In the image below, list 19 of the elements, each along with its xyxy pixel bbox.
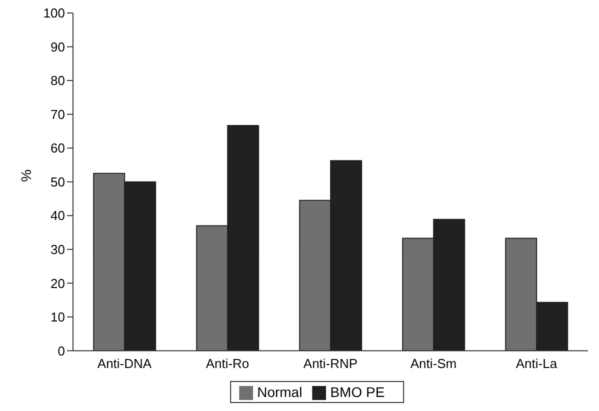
y-tick-label: 60 [50,140,65,156]
y-tick-label: 70 [50,106,65,122]
legend-label: BMO PE [330,384,385,400]
y-tick-label: 100 [43,6,65,21]
y-tick-label: 20 [50,276,65,291]
y-tick-label: 0 [58,343,65,358]
y-axis-title: % [18,169,34,182]
x-tick-label: Anti-RNP [303,356,358,371]
y-tick-label: 50 [50,174,65,190]
y-tick-label: 10 [50,310,65,325]
y-tick-label: 40 [50,208,65,224]
y-tick-label: 30 [50,242,65,258]
x-tick-label: Anti-Ro [206,356,250,371]
y-tick-label: 80 [50,73,65,88]
x-tick-label: Anti-La [516,356,558,371]
x-tick-label: Anti-DNA [97,356,152,371]
x-tick-label: Anti-Sm [410,356,457,371]
y-tick-label: 90 [50,39,65,54]
legend-label: Normal [257,384,302,400]
